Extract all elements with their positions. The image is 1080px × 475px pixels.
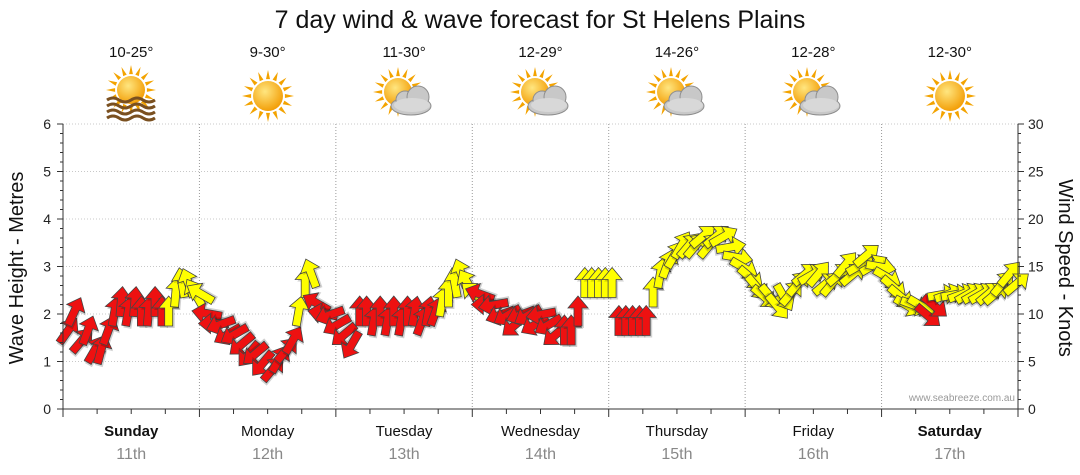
sun-cloud-icon xyxy=(371,64,437,126)
wind-arrow-body xyxy=(340,329,363,359)
y-tick-label-right: 20 xyxy=(1028,211,1044,227)
day-temperature: 9-30° xyxy=(249,44,286,61)
day-name-label: Thursday xyxy=(646,423,709,440)
day-date-label: 13th xyxy=(389,446,420,463)
y-tick-label-right: 0 xyxy=(1028,401,1036,417)
y-tick-label-right: 15 xyxy=(1028,259,1044,275)
wind-arrow-body xyxy=(635,304,658,336)
y-tick-label-left: 3 xyxy=(43,259,51,275)
y-tick-label-left: 5 xyxy=(43,164,51,180)
wind-arrow xyxy=(525,302,559,326)
y-tick-label-left: 1 xyxy=(43,354,51,370)
y-tick-label-right: 30 xyxy=(1028,116,1044,132)
wind-arrow xyxy=(601,266,625,300)
wind-arrow-body xyxy=(920,293,947,317)
wind-arrow-body xyxy=(1002,273,1029,297)
wind-arrows xyxy=(55,225,1029,386)
day-name-label: Monday xyxy=(241,423,295,440)
wind-arrow-body xyxy=(299,258,321,290)
wind-arrow-body xyxy=(63,297,86,328)
day-temperature: 12-29° xyxy=(518,44,563,61)
wind-arrow-body xyxy=(567,295,589,327)
sun-fog-icon xyxy=(98,64,164,126)
day-date-label: 12th xyxy=(252,446,283,463)
day-date-label: 15th xyxy=(661,446,692,463)
day-name-label: Wednesday xyxy=(501,423,580,440)
chart-title: 7 day wind & wave forecast for St Helens… xyxy=(274,6,806,34)
y-tick-label-left: 6 xyxy=(43,116,51,132)
wind-arrow xyxy=(340,327,363,359)
day-date-label: 17th xyxy=(934,446,965,463)
day-name-label: Saturday xyxy=(918,423,983,440)
y-axis-left-title: Wave Height - Metres xyxy=(6,172,28,365)
wind-arrow xyxy=(281,326,304,358)
wind-arrow xyxy=(63,297,86,330)
sun-icon xyxy=(235,64,301,126)
y-tick-label-left: 2 xyxy=(43,306,51,322)
y-tick-label-left: 4 xyxy=(43,211,51,227)
day-temperature: 10-25° xyxy=(109,44,154,61)
y-tick-label-right: 5 xyxy=(1028,354,1036,370)
wind-arrow xyxy=(78,315,100,349)
sun-cloud-icon xyxy=(780,64,846,126)
wind-arrow-body xyxy=(186,282,216,306)
sun-icon xyxy=(917,64,983,126)
y-tick-label-left: 0 xyxy=(43,401,51,417)
wind-arrow-body xyxy=(281,326,304,356)
day-date-label: 16th xyxy=(798,446,829,463)
y-tick-label-right: 10 xyxy=(1028,306,1044,322)
day-date-label: 14th xyxy=(525,446,556,463)
y-axis-right-title: Wind Speed - Knots xyxy=(1054,179,1076,357)
day-date-label: 11th xyxy=(116,446,146,463)
wind-arrow xyxy=(635,304,659,338)
wind-arrow-body xyxy=(601,266,623,298)
wind-arrow xyxy=(477,293,511,317)
day-temperature: 12-28° xyxy=(791,44,836,61)
wind-arrow xyxy=(567,295,590,328)
day-name-label: Sunday xyxy=(104,423,159,440)
sun-cloud-icon xyxy=(644,64,710,126)
day-temperature: 12-30° xyxy=(927,44,972,61)
day-temperature: 11-30° xyxy=(382,44,426,61)
sun-cloud-icon xyxy=(508,64,574,126)
wind-arrow xyxy=(299,258,323,290)
wind-arrow xyxy=(1002,273,1029,300)
day-name-label: Tuesday xyxy=(376,423,433,440)
axes: 0 1 2 3 4 5 6 0 5 10 15 20 25 30 Sunday 11th Monday 12th T… xyxy=(43,116,1044,463)
credit-text: www.seabreeze.com.au xyxy=(908,393,1015,404)
wind-arrow xyxy=(918,293,947,317)
y-tick-label-right: 25 xyxy=(1028,164,1044,180)
wind-arrow xyxy=(186,282,218,306)
day-temperature: 14-26° xyxy=(654,44,700,61)
day-name-label: Friday xyxy=(793,423,835,440)
wind-arrow-body xyxy=(78,315,100,347)
